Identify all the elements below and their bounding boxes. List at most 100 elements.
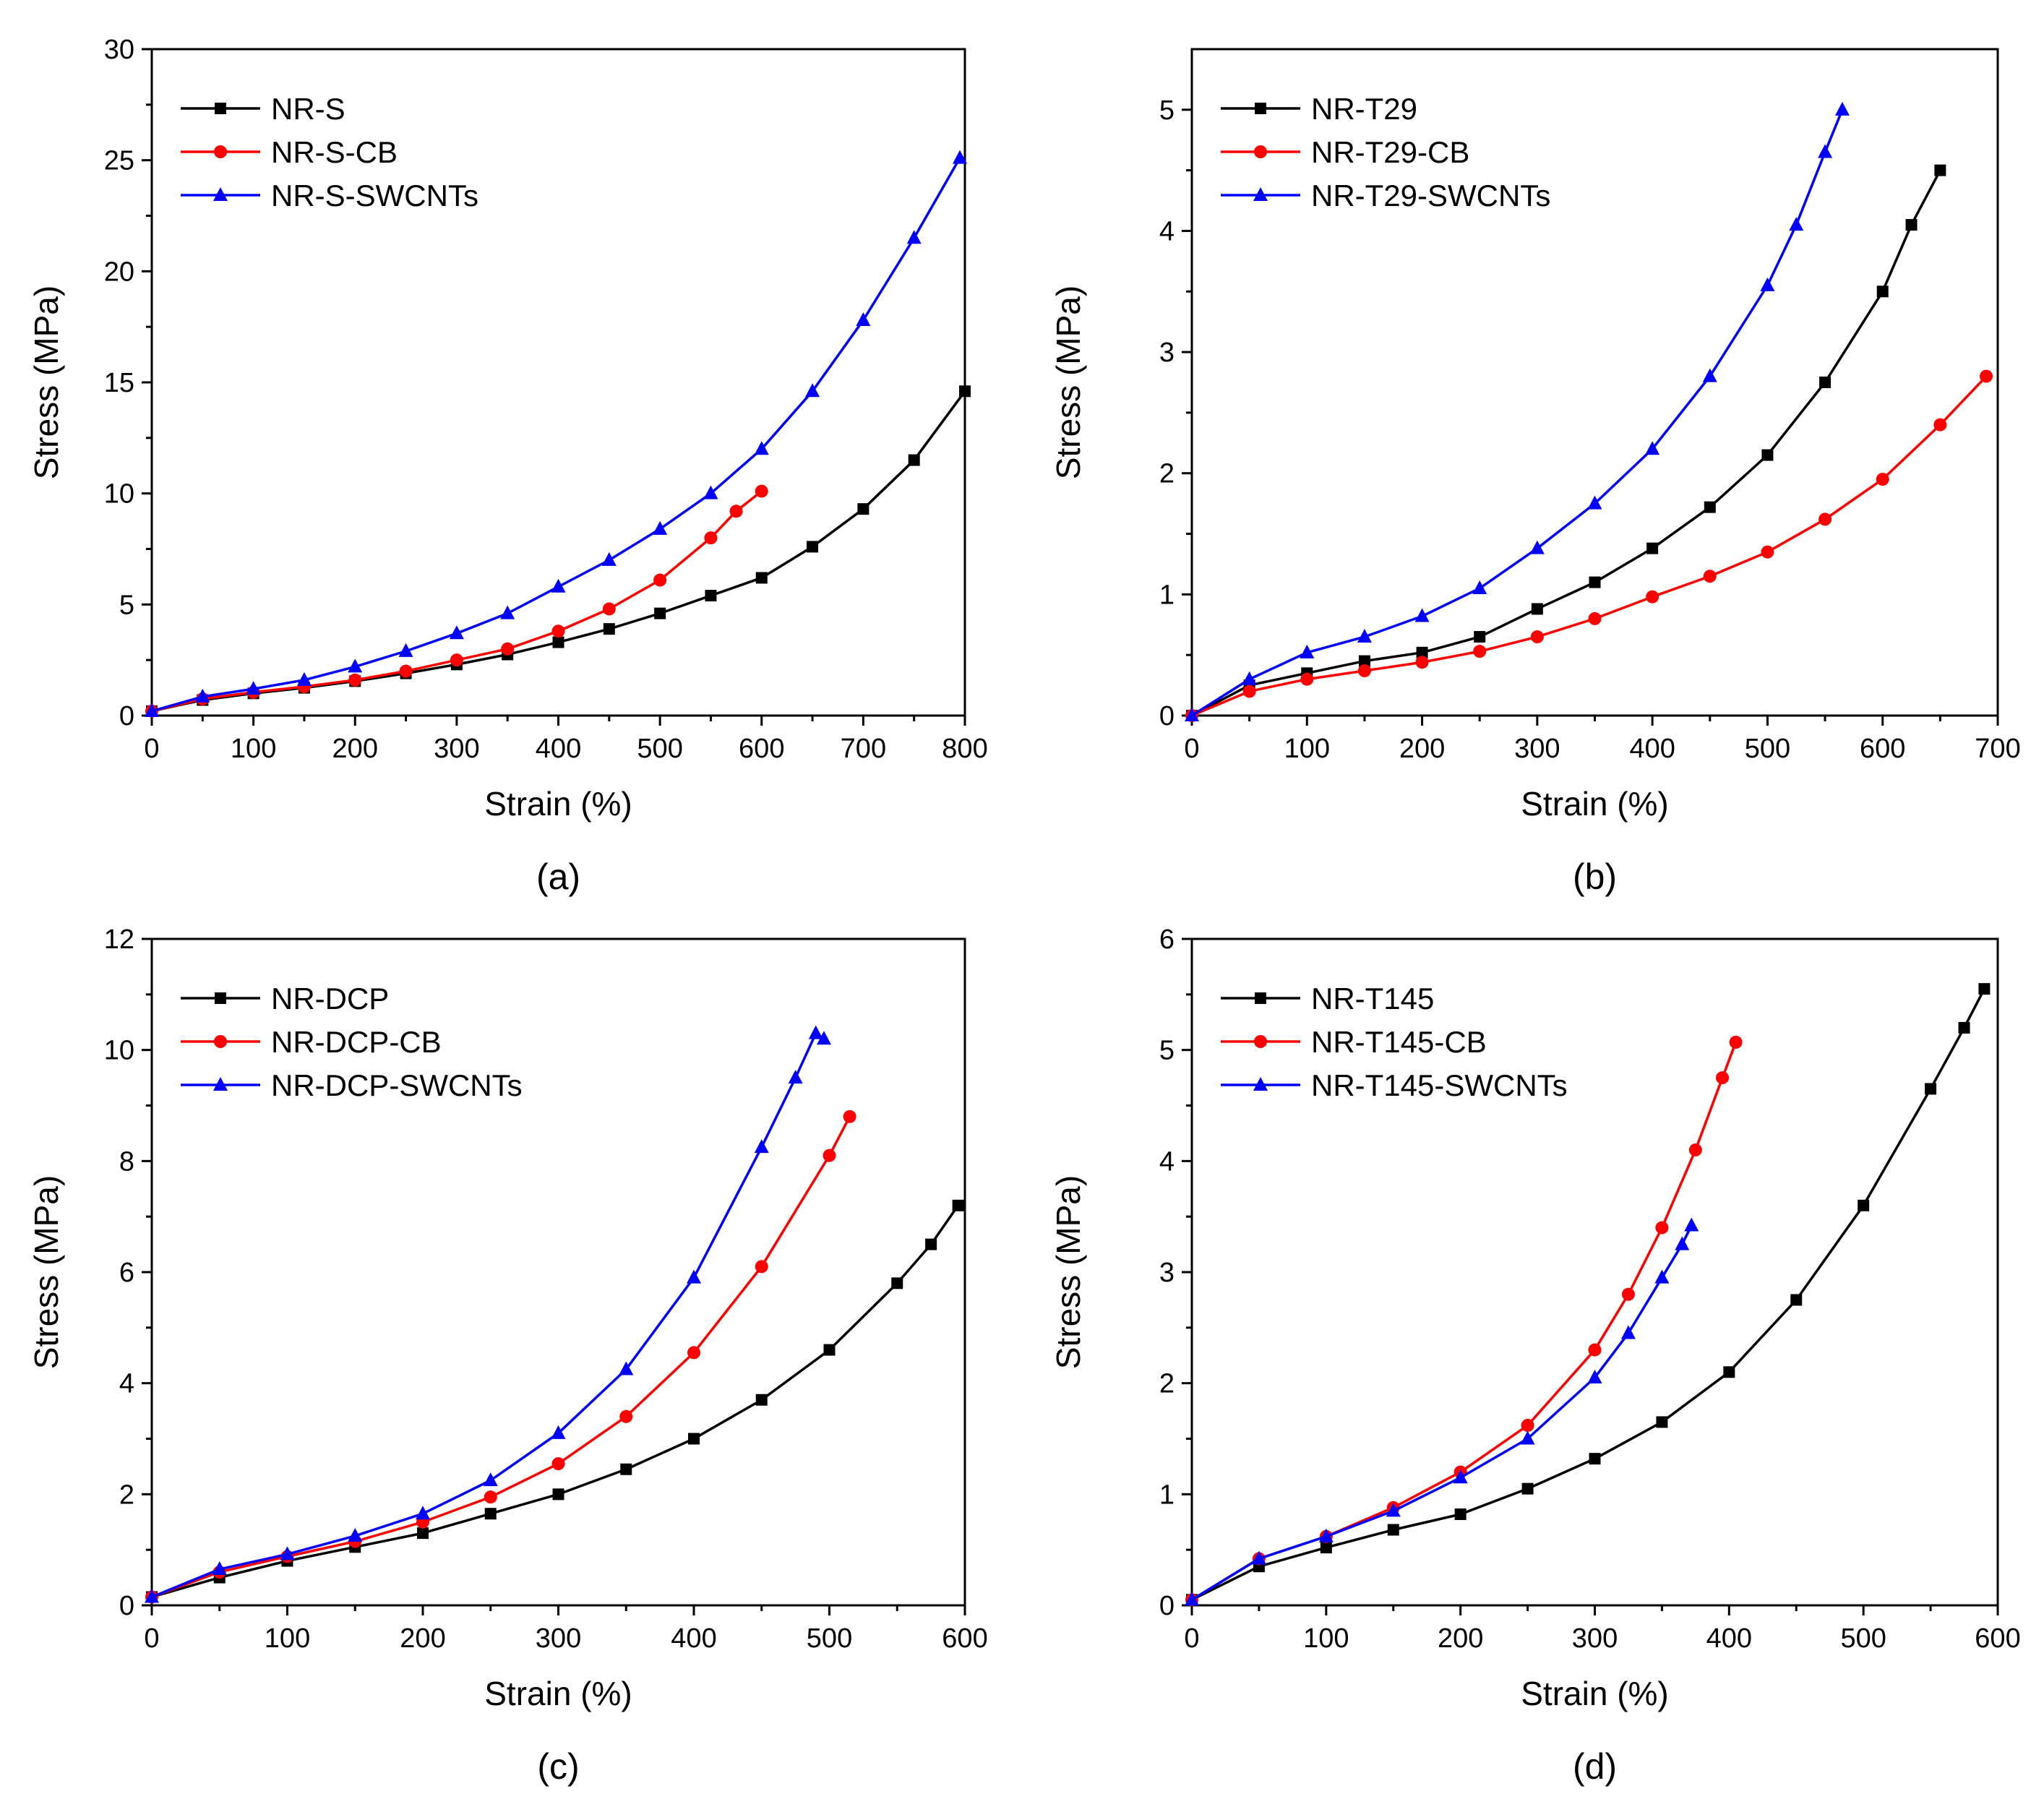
x-tick-label: 100 (231, 734, 276, 764)
data-point (1521, 1482, 1534, 1495)
data-point (755, 1260, 768, 1274)
x-tick-label: 100 (1284, 734, 1330, 764)
data-point (1729, 1035, 1743, 1049)
data-point (1702, 368, 1717, 382)
data-point (856, 312, 871, 326)
data-point (1723, 1366, 1735, 1378)
data-point (1688, 1143, 1702, 1156)
data-point (1620, 1325, 1636, 1339)
data-point (1905, 219, 1918, 231)
panel-label: (d) (1573, 1746, 1617, 1787)
x-tick-label: 200 (1399, 734, 1445, 764)
chart-panel-d: 0 100 200 300 400 500 600 0 1 2 3 4 5 6 Strain (%) Stre… (1022, 910, 2044, 1820)
data-point (1789, 217, 1804, 231)
series-line-NR-S (151, 390, 966, 713)
data-point (1958, 1021, 1970, 1034)
data-point (1529, 540, 1545, 554)
y-tick-label: 6 (119, 1258, 134, 1288)
data-point (1834, 101, 1850, 116)
x-tick-label: 700 (841, 734, 886, 764)
data-point (601, 551, 617, 566)
data-point (1357, 629, 1372, 643)
x-tick-label: 300 (1514, 734, 1560, 764)
data-point (1357, 664, 1371, 677)
data-point (501, 642, 515, 656)
data-point (1416, 646, 1428, 658)
data-point (145, 703, 159, 717)
chart-panel-a: 0 100 200 300 400 500 600 700 800 0 5 10 15 20 25 30 Str… (0, 0, 1022, 910)
x-tick-label: 100 (1303, 1623, 1349, 1654)
legend-label: NR-T29-SWCNTs (1311, 179, 1550, 213)
data-point (654, 607, 666, 619)
data-point (145, 1589, 159, 1603)
data-point (296, 671, 312, 686)
data-point (754, 1139, 769, 1154)
panel-label: (b) (1573, 857, 1617, 897)
data-point (1819, 377, 1832, 388)
data-point (1415, 656, 1429, 669)
data-point (417, 1527, 429, 1540)
x-tick-label: 600 (1860, 734, 1905, 764)
data-point (1386, 1503, 1401, 1517)
data-point (687, 1346, 700, 1360)
data-point (1684, 1217, 1699, 1232)
legend-label: NR-T29 (1311, 92, 1417, 126)
data-point (687, 1269, 701, 1284)
data-point (602, 602, 616, 616)
data-point (1251, 1550, 1266, 1565)
x-tick-label: 500 (1745, 734, 1790, 764)
data-point (1318, 1528, 1334, 1542)
data-point (1655, 1221, 1669, 1235)
y-tick-label: 15 (104, 368, 134, 398)
chart-panel-c: 0 100 200 300 400 500 600 0 2 4 6 8 10 12 Strain (%) St… (0, 910, 1022, 1820)
x-tick-label: 800 (942, 734, 987, 764)
x-axis-title: Strain (%) (484, 785, 632, 823)
data-point (619, 1361, 634, 1375)
data-point (952, 1199, 964, 1211)
data-point (959, 385, 971, 398)
data-point (653, 520, 668, 535)
data-point (823, 1344, 836, 1356)
legend-marker (1253, 187, 1268, 201)
data-point (1704, 501, 1716, 513)
data-point (1621, 1287, 1635, 1301)
data-point (1760, 277, 1775, 291)
legend-marker (215, 103, 226, 114)
data-point (1185, 708, 1199, 721)
legend-label: NR-S-SWCNTs (271, 179, 478, 213)
data-point (1925, 1083, 1937, 1095)
series-line-NR-T29-SWCNTs (1191, 109, 1844, 717)
x-tick-label: 400 (1706, 1623, 1752, 1654)
data-point (1876, 473, 1889, 486)
data-point (688, 1433, 700, 1445)
data-point (212, 1561, 227, 1576)
chart-panel-b: 0 100 200 300 400 500 600 700 0 1 2 3 4 5 Strain (%) St… (1022, 0, 2044, 910)
data-point (551, 578, 566, 593)
data-point (1589, 576, 1601, 588)
series-line-NR-T29-CB (1191, 375, 1988, 717)
legend-label: NR-T145 (1311, 982, 1434, 1016)
x-tick-label: 200 (400, 1623, 445, 1654)
data-point (808, 1025, 823, 1039)
y-tick-label: 3 (1159, 1258, 1175, 1288)
legend-marker (214, 145, 227, 158)
data-point (552, 1488, 564, 1501)
y-tick-label: 2 (1159, 459, 1175, 489)
y-axis-title: Stress (MPa) (1049, 286, 1087, 479)
y-tick-label: 10 (104, 479, 134, 510)
y-tick-label: 30 (104, 35, 134, 65)
data-point (484, 1508, 497, 1520)
data-point (399, 664, 413, 678)
data-point (551, 1457, 565, 1471)
data-point (1474, 631, 1486, 643)
data-point (788, 1070, 803, 1084)
data-point (280, 1546, 295, 1561)
data-point (653, 573, 667, 587)
y-tick-label: 8 (119, 1146, 134, 1177)
y-tick-label: 0 (1159, 1591, 1175, 1621)
series-line-NR-T145 (1191, 988, 1985, 1601)
x-tick-label: 0 (1184, 1623, 1199, 1654)
x-tick-label: 500 (1840, 1623, 1886, 1654)
data-point (807, 541, 819, 553)
legend-label: NR-DCP-SWCNTs (271, 1068, 523, 1102)
